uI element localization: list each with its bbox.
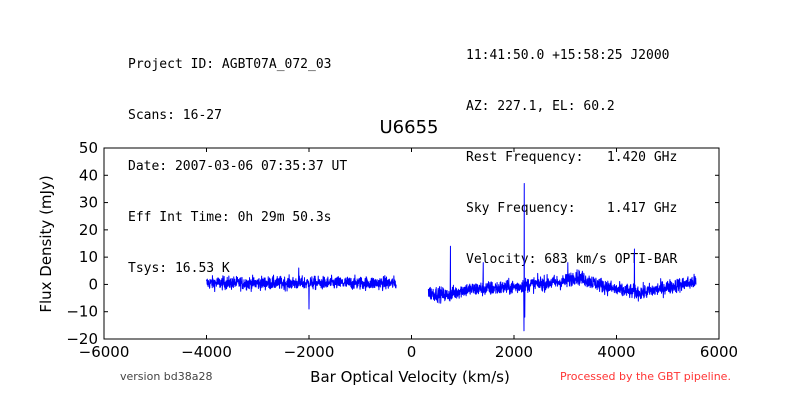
- x-tick-label: −4000: [181, 343, 232, 361]
- header-left-info: Project ID: AGBT07A_072_03 Scans: 16-27 …: [128, 22, 347, 294]
- tsys-text: Tsys: 16.53 K: [128, 261, 230, 276]
- azel-text: AZ: 227.1, EL: 60.2: [466, 99, 615, 114]
- y-tick-label: 10: [79, 248, 98, 266]
- x-tick-label: 4000: [597, 343, 635, 361]
- x-axis-ticks: −6000 −4000 −2000 0 2000 4000 6000: [79, 148, 738, 361]
- project-id-text: Project ID: AGBT07A_072_03: [128, 57, 332, 72]
- y-tick-label: 50: [79, 139, 98, 157]
- velocity-text: Velocity: 683 km/s OPTI-BAR: [466, 252, 678, 267]
- x-tick-label: 0: [407, 343, 417, 361]
- coords-text: 11:41:50.0 +15:58:25 J2000: [466, 48, 670, 63]
- spectrum-line: [206, 267, 397, 310]
- date-text: Date: 2007-03-06 07:35:37 UT: [128, 159, 348, 174]
- x-tick-label: −6000: [79, 343, 130, 361]
- y-tick-label: 30: [79, 194, 98, 212]
- version-text: version bd38a28: [120, 370, 213, 383]
- processed-text: Processed by the GBT pipeline.: [560, 370, 731, 383]
- y-tick-label: 20: [79, 221, 98, 239]
- sky-frequency-text: Sky Frequency: 1.417 GHz: [466, 201, 678, 216]
- plot-frame: [103, 147, 720, 340]
- chart-title: U6655: [380, 117, 439, 138]
- x-tick-label: 6000: [700, 343, 738, 361]
- y-axis-label: Flux Density (mJy): [37, 175, 55, 312]
- rest-frequency-text: Rest Frequency: 1.420 GHz: [466, 150, 678, 165]
- x-tick-label: −2000: [284, 343, 335, 361]
- y-tick-label: −20: [66, 330, 98, 348]
- plot-area: [206, 182, 697, 332]
- scans-text: Scans: 16-27: [128, 108, 222, 123]
- x-axis-label: Bar Optical Velocity (km/s): [310, 368, 510, 386]
- x-tick-label: 2000: [495, 343, 533, 361]
- y-tick-label: 0: [88, 275, 98, 293]
- series-group: [206, 182, 697, 332]
- spectrum-line: [427, 182, 697, 332]
- y-tick-label: −10: [66, 303, 98, 321]
- header-right-info: 11:41:50.0 +15:58:25 J2000 AZ: 227.1, EL…: [466, 13, 677, 285]
- y-tick-label: 40: [79, 166, 98, 184]
- y-axis-ticks: −20 −10 0 10 20 30 40 50: [66, 139, 719, 348]
- int-time-text: Eff Int Time: 0h 29m 50.3s: [128, 210, 332, 225]
